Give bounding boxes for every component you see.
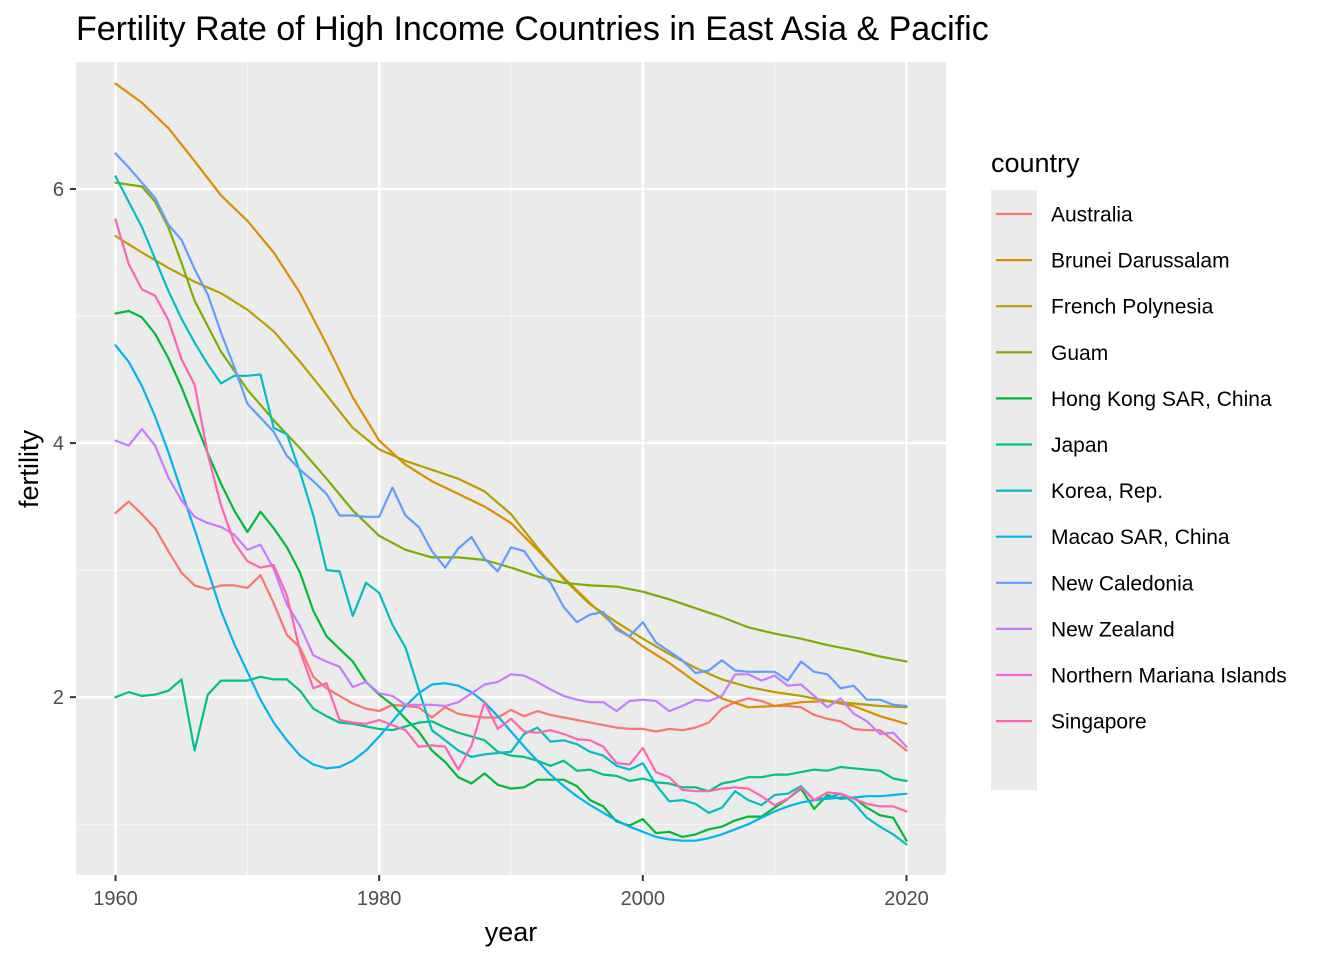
y-tick-label: 2 — [53, 687, 64, 709]
legend-label: Macao SAR, China — [1051, 526, 1230, 549]
series-lines — [114, 82, 908, 846]
legend-label: Brunei Darussalam — [1051, 250, 1230, 273]
y-tick-label: 4 — [53, 433, 64, 455]
legend-label: Northern Mariana Islands — [1051, 665, 1287, 688]
legend-title: country — [991, 148, 1080, 178]
grid-lines — [76, 62, 946, 875]
legend-label: Guam — [1051, 342, 1108, 365]
legend: country Australia Brunei Darussalam French… — [991, 148, 1287, 790]
series-line-hong-kong-sar-china — [114, 309, 908, 842]
series-line-new-caledonia — [114, 152, 908, 708]
legend-label: Singapore — [1051, 711, 1147, 734]
x-tick-label: 2020 — [884, 888, 929, 910]
legend-label: Australia — [1051, 204, 1133, 227]
x-tick-label: 2000 — [621, 888, 666, 910]
legend-label: New Zealand — [1051, 618, 1175, 641]
series-line-french-polynesia — [114, 234, 908, 709]
legend-label: New Caledonia — [1051, 572, 1194, 595]
series-line-singapore — [114, 218, 908, 813]
legend-label: French Polynesia — [1051, 296, 1214, 319]
legend-label: Korea, Rep. — [1051, 480, 1163, 503]
x-tick-label: 1960 — [93, 888, 138, 910]
series-line-korea-rep — [114, 175, 908, 846]
y-tick-label: 6 — [53, 179, 64, 201]
legend-label: Japan — [1051, 434, 1108, 457]
axes: 1960 1980 2000 2020 2 4 6 — [53, 179, 929, 910]
series-line-new-zealand — [114, 428, 908, 748]
series-line-brunei-darussalam — [114, 82, 908, 725]
legend-label: Hong Kong SAR, China — [1051, 388, 1272, 411]
y-axis-title: fertility — [14, 430, 44, 509]
series-line-japan — [114, 675, 908, 793]
series-line-macao-sar-china — [114, 344, 908, 842]
x-tick-label: 1980 — [357, 888, 402, 910]
chart-title: Fertility Rate of High Income Countries … — [76, 10, 989, 48]
x-axis-title: year — [485, 917, 538, 947]
